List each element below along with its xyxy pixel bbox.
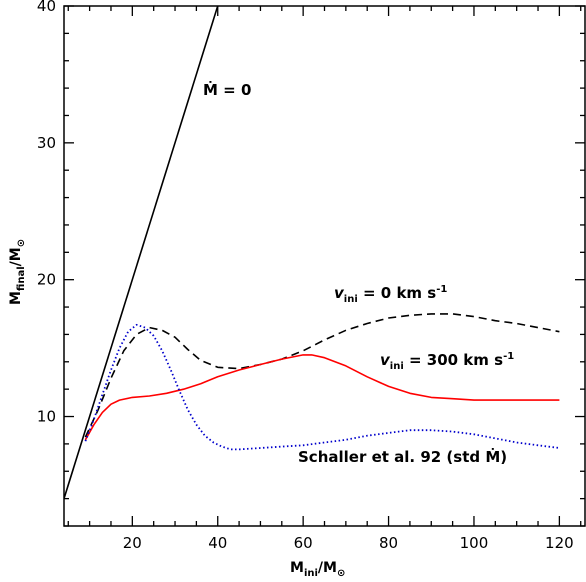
x-tick-label: 20 <box>123 534 142 552</box>
x-tick-label: 120 <box>545 534 574 552</box>
x-tick-label: 40 <box>208 534 227 552</box>
plot-area: 20 40 60 80 100 120 10 20 30 40 Ṁ = 0 vini = 0 km… <box>8 0 586 579</box>
x-tick-label: 100 <box>460 534 489 552</box>
y-tick-label: 30 <box>37 134 56 152</box>
annotation-schaller: Schaller et al. 92 (std Ṁ) <box>298 447 507 466</box>
y-tick-label: 10 <box>37 408 56 426</box>
y-tick-label: 40 <box>37 0 56 15</box>
annotation-vini-0: vini = 0 km s-1 <box>334 284 447 305</box>
series-line-vini-0 <box>84 313 560 438</box>
x-tick-label: 60 <box>294 534 313 552</box>
annotation-mdot-zero: Ṁ = 0 <box>203 80 251 99</box>
x-axis-label: Mini/M⊙ <box>290 560 345 579</box>
series-layer <box>64 6 560 499</box>
series-line-schaller <box>84 323 560 451</box>
tick-labels: 20 40 60 80 100 120 10 20 30 40 <box>37 0 574 552</box>
y-axis-label: Mfinal/M⊙ <box>8 239 27 305</box>
annotation-vini-300: vini = 300 km s-1 <box>380 351 514 372</box>
x-tick-label: 80 <box>379 534 398 552</box>
y-tick-label: 20 <box>37 271 56 289</box>
axis-ticks <box>64 5 585 527</box>
series-line-vini-300 <box>84 354 560 441</box>
series-line-mdot-zero <box>64 6 219 499</box>
